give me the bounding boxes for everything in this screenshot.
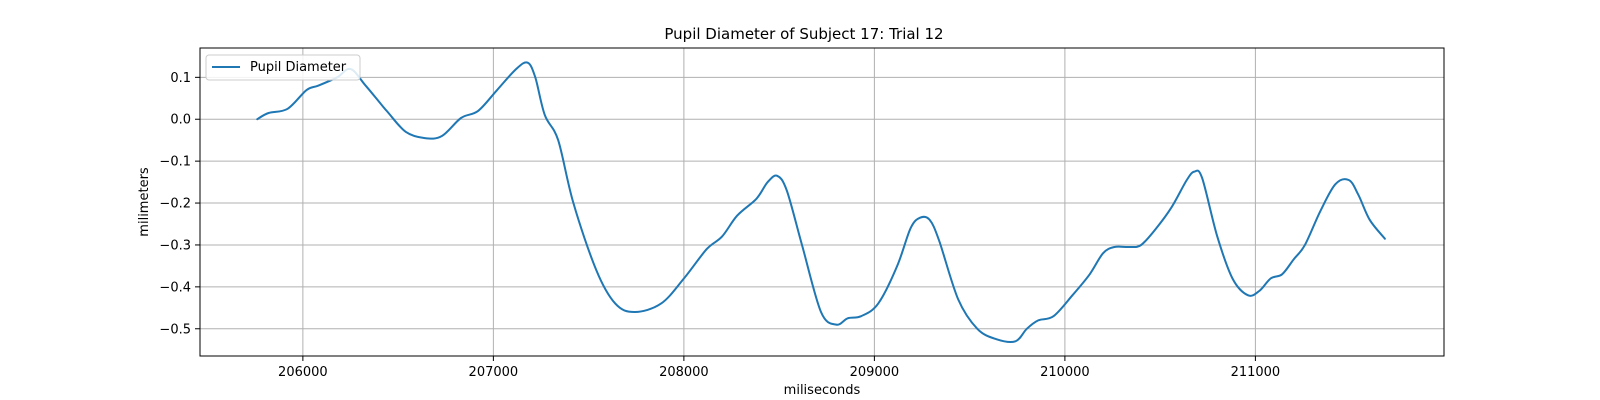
x-tick-label: 208000 xyxy=(659,365,709,380)
y-tick-label: −0.4 xyxy=(159,280,191,295)
y-tick-label: 0.0 xyxy=(170,113,191,128)
legend: Pupil Diameter xyxy=(205,54,361,81)
legend-box xyxy=(205,54,361,81)
y-tick-label: −0.5 xyxy=(159,322,191,337)
plot-area xyxy=(199,47,1445,357)
legend-label-pupil-diameter: Pupil Diameter xyxy=(250,60,347,75)
y-tick-label: −0.1 xyxy=(159,155,191,170)
x-tick-label: 207000 xyxy=(469,365,519,380)
y-axis: 0.1 0.0 −0.1 −0.2 −0.3 −0.4 −0.5 xyxy=(159,71,200,337)
y-tick-label: 0.1 xyxy=(170,71,191,86)
grid xyxy=(200,48,1444,356)
series-line-pupil-diameter xyxy=(256,61,1386,344)
x-axis: 206000 207000 208000 209000 210000 211000 xyxy=(278,356,1280,380)
y-axis-label: milimeters xyxy=(137,167,152,237)
x-tick-label: 210000 xyxy=(1040,365,1090,380)
x-tick-label: 206000 xyxy=(278,365,328,380)
x-tick-label: 211000 xyxy=(1231,365,1281,380)
x-axis-label: miliseconds xyxy=(784,383,861,398)
x-tick-label: 209000 xyxy=(850,365,900,380)
y-tick-label: −0.2 xyxy=(159,197,191,212)
plot-frame xyxy=(199,47,1445,357)
chart-title: Pupil Diameter of Subject 17: Trial 12 xyxy=(664,25,943,43)
y-tick-label: −0.3 xyxy=(159,238,191,253)
series-layer xyxy=(256,61,1386,344)
plot-background xyxy=(200,48,1444,356)
